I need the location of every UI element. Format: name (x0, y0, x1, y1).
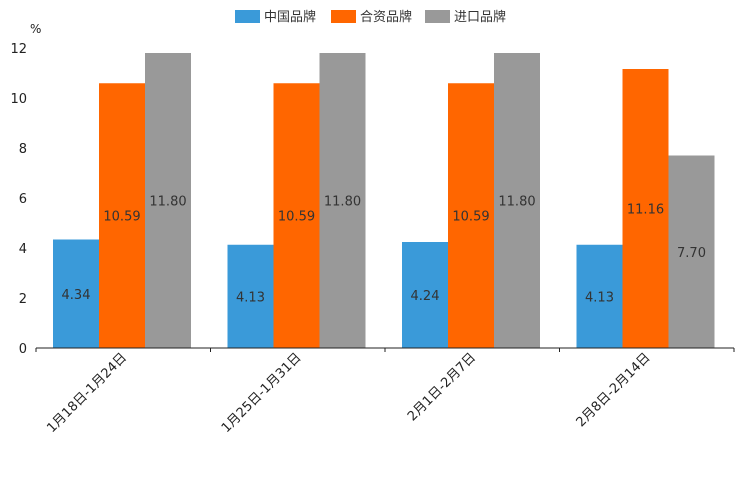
legend-label: 中国品牌 (264, 9, 316, 25)
y-tick-label: 4 (19, 242, 27, 257)
bar (402, 242, 448, 348)
legend-swatch (331, 10, 356, 23)
x-tick-label: 1月25日-1月31日 (219, 350, 305, 436)
bar (576, 244, 623, 348)
bar (227, 244, 274, 348)
y-tick-label: 0 (19, 342, 27, 357)
legend-swatch (235, 10, 260, 23)
y-tick-label: 6 (19, 192, 27, 207)
bar-value-label: 10.59 (103, 210, 140, 225)
bar-value-label: 4.13 (585, 290, 614, 305)
bar (622, 69, 669, 348)
bar (319, 53, 366, 348)
y-axis: 0 2 4 6 8 10 12 (10, 42, 27, 357)
x-tick-label: 2月1日-2月7日 (405, 350, 479, 424)
y-axis-unit: % (30, 22, 41, 36)
x-axis: 1月18日-1月24日 1月25日-1月31日 2月1日-2月7日 2月8日-2月14… (35, 347, 735, 436)
bar-value-label: 10.59 (278, 210, 315, 225)
bar-value-label: 11.80 (324, 195, 361, 210)
bars: 4.34 4.13 4.24 4.13 10.59 10.59 10.59 11.16 11.8… (53, 53, 715, 348)
bar-value-label: 7.70 (677, 246, 706, 261)
bar (494, 53, 540, 348)
y-tick-label: 10 (10, 92, 27, 107)
bar-value-label: 11.80 (149, 195, 186, 210)
legend-swatch (425, 10, 450, 23)
bar-value-label: 11.16 (627, 203, 664, 218)
y-tick-label: 8 (19, 142, 27, 157)
bar (99, 83, 145, 348)
bar-value-label: 4.13 (236, 290, 265, 305)
bar (145, 53, 191, 348)
legend-label: 合资品牌 (360, 9, 412, 25)
bar-value-label: 4.24 (411, 289, 440, 304)
bar-value-label: 11.80 (498, 195, 535, 210)
bar-value-label: 4.34 (62, 288, 91, 303)
bar (273, 83, 320, 348)
legend: 中国品牌 合资品牌 进口品牌 (235, 9, 506, 25)
x-tick-label: 1月18日-1月24日 (44, 350, 130, 436)
bar (668, 155, 715, 348)
y-tick-label: 12 (10, 42, 27, 57)
legend-label: 进口品牌 (454, 9, 506, 25)
bar (448, 83, 494, 348)
bar-value-label: 10.59 (452, 210, 489, 225)
y-tick-label: 2 (19, 292, 27, 307)
x-tick-label: 2月8日-2月14日 (574, 350, 654, 430)
bar (53, 239, 99, 348)
